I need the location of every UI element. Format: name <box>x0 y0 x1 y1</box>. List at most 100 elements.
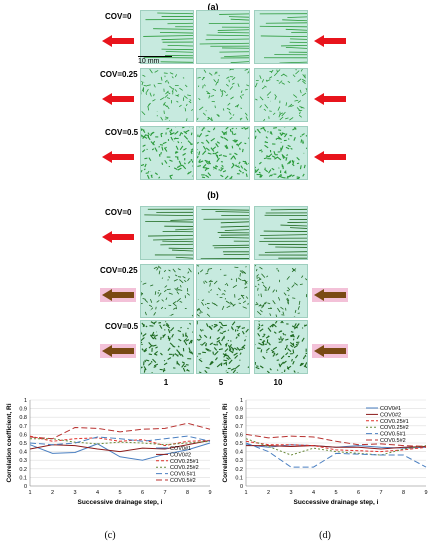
fluid-cluster <box>169 129 172 132</box>
fluid-cluster <box>234 164 237 167</box>
fluid-cluster <box>301 106 305 109</box>
panel-label-a: (a) <box>207 2 219 12</box>
fluid-cluster <box>190 147 196 151</box>
fluid-cluster <box>216 293 219 296</box>
y-tick-label: 0.9 <box>235 407 243 413</box>
fluid-cluster <box>166 322 170 327</box>
fluid-cluster <box>268 76 273 79</box>
fluid-cluster <box>299 165 302 170</box>
fluid-cluster <box>234 354 239 359</box>
fluid-cluster <box>180 353 184 358</box>
fluid-cluster <box>212 351 215 355</box>
fluid-cluster <box>201 329 204 331</box>
fluid-cluster <box>213 280 218 285</box>
fluid-cluster <box>301 133 305 136</box>
arrow-shape <box>102 289 134 301</box>
fluid-cluster <box>191 160 194 164</box>
fluid-cluster <box>198 358 203 363</box>
fluid-cluster <box>158 176 161 179</box>
arrow-shape <box>314 93 346 105</box>
micromodel-image <box>254 206 308 260</box>
x-tick-label: 2 <box>267 490 270 496</box>
fluid-cluster <box>240 165 244 169</box>
fluid-cluster <box>170 174 173 177</box>
fluid-finger <box>175 256 194 259</box>
fluid-cluster <box>275 353 279 356</box>
fluid-cluster <box>259 174 262 178</box>
fluid-cluster <box>271 349 275 353</box>
fluid-cluster <box>236 329 239 332</box>
flow-direction-arrow-icon <box>102 231 134 243</box>
y-tick-label: 0.5 <box>235 441 243 447</box>
fluid-finger <box>167 22 194 25</box>
fluid-cluster <box>234 347 238 351</box>
fluid-cluster <box>300 139 303 143</box>
fluid-cluster <box>235 372 238 377</box>
fluid-cluster <box>166 91 171 95</box>
micromodel-image <box>252 264 309 321</box>
fluid-cluster <box>210 117 213 122</box>
y-tick-label: 0 <box>24 484 27 490</box>
fluid-cluster <box>295 70 300 75</box>
x-tick-label: 6 <box>141 490 144 496</box>
fluid-cluster <box>166 105 170 110</box>
fluid-cluster <box>290 335 295 338</box>
fluid-cluster <box>256 301 258 305</box>
fluid-cluster <box>161 277 164 279</box>
fluid-cluster <box>145 325 148 328</box>
fluid-cluster <box>288 161 292 164</box>
fluid-cluster <box>245 116 249 121</box>
y-tick-label: 0.8 <box>19 415 27 421</box>
fluid-cluster <box>147 102 151 108</box>
fluid-cluster <box>174 89 178 92</box>
fluid-cluster <box>237 298 241 301</box>
fluid-cluster <box>238 302 242 304</box>
y-axis-label: Correlation coefficient, Ri <box>222 403 229 482</box>
fluid-cluster <box>285 352 289 356</box>
micromodel-image <box>254 10 308 64</box>
fluid-cluster <box>222 170 227 173</box>
fluid-cluster <box>299 135 302 138</box>
cov-label: COV=0.5 <box>105 322 139 331</box>
fluid-cluster <box>173 303 177 307</box>
fluid-cluster <box>259 75 262 80</box>
fluid-cluster <box>183 130 188 135</box>
fluid-cluster <box>205 348 209 352</box>
fluid-cluster <box>190 132 193 136</box>
fluid-cluster <box>202 112 206 116</box>
fluid-cluster <box>205 174 210 179</box>
cov-label: COV=0.5 <box>105 128 139 137</box>
micromodel-image <box>195 264 252 318</box>
fluid-cluster <box>238 161 241 165</box>
micromodel-image <box>138 264 196 320</box>
fluid-cluster <box>234 152 238 156</box>
fluid-cluster <box>267 327 272 332</box>
fluid-cluster <box>229 117 233 120</box>
fluid-cluster <box>152 140 156 145</box>
fluid-cluster <box>223 359 228 362</box>
fluid-cluster <box>216 154 219 159</box>
fluid-cluster <box>142 333 147 337</box>
fluid-cluster <box>166 97 171 99</box>
y-tick-label: 0 <box>240 484 243 490</box>
fluid-cluster <box>177 167 182 171</box>
fluid-cluster <box>267 342 271 346</box>
fluid-cluster <box>142 87 145 92</box>
fluid-finger <box>282 19 308 22</box>
series-line <box>29 435 211 446</box>
fluid-cluster <box>258 171 261 174</box>
fluid-cluster <box>174 130 179 135</box>
fluid-cluster <box>201 301 205 306</box>
fluid-cluster <box>284 334 287 336</box>
fluid-cluster <box>187 160 191 164</box>
fluid-cluster <box>191 108 195 111</box>
fluid-cluster <box>274 96 277 100</box>
fluid-cluster <box>197 77 201 79</box>
fluid-cluster <box>286 175 291 179</box>
fluid-cluster <box>187 277 190 282</box>
fluid-cluster <box>198 160 204 164</box>
y-tick-label: 0.8 <box>235 415 243 421</box>
fluid-cluster <box>266 79 271 82</box>
y-tick-label: 0.4 <box>235 450 243 456</box>
fluid-finger <box>228 16 250 18</box>
